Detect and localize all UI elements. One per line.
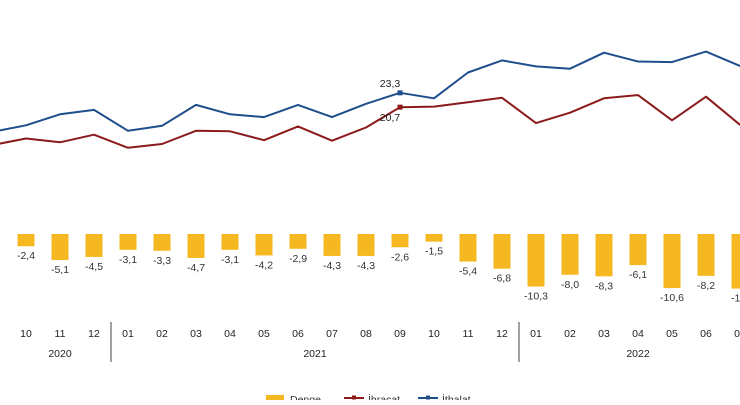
x-tick-label: 09 [394, 328, 406, 340]
x-tick-label: 07 [734, 328, 740, 340]
annotation-marker [398, 105, 403, 110]
annotation-label: 20,7 [380, 112, 401, 124]
legend-marker [426, 396, 430, 400]
x-tick-label: 02 [564, 328, 576, 340]
x-tick-label: 10 [428, 328, 440, 340]
bar-denge [256, 234, 273, 255]
x-tick-label: 07 [326, 328, 338, 340]
bar-value-label: -4,7 [187, 262, 205, 274]
bar-value-label: -10,3 [524, 291, 548, 303]
bar-denge [52, 234, 69, 260]
bar-value-label: -3,3 [153, 255, 171, 267]
bar-value-label: -4,2 [255, 259, 273, 271]
bar-value-label: -8,0 [561, 279, 579, 291]
bar-value-label: -10,6 [660, 292, 684, 304]
bar-value-label: -2,6 [391, 251, 409, 263]
bar-denge [222, 234, 239, 250]
year-label: 2020 [48, 348, 72, 360]
bar-denge [120, 234, 137, 250]
x-tick-label: 08 [360, 328, 372, 340]
bar-value-label: -2,9 [289, 253, 307, 265]
bar-denge [358, 234, 375, 256]
bar-value-label: -4,5 [85, 261, 103, 273]
bar-denge [528, 234, 545, 287]
bar-denge [630, 234, 647, 265]
x-tick-label: 11 [55, 328, 66, 340]
bar-denge [86, 234, 103, 257]
x-tick-label: 04 [224, 328, 236, 340]
annotation-label: 23,3 [380, 78, 401, 90]
bar-value-label: -8,2 [697, 280, 715, 292]
legend-swatch [266, 395, 284, 400]
bar-denge [290, 234, 307, 249]
x-tick-label: 02 [156, 328, 168, 340]
x-tick-label: 06 [700, 328, 712, 340]
x-tick-label: 01 [530, 328, 542, 340]
year-label: 2022 [626, 348, 650, 360]
bar-denge [324, 234, 341, 256]
bar-denge [392, 234, 409, 247]
year-label: 2021 [303, 348, 327, 360]
x-tick-label: 12 [496, 328, 508, 340]
legend-label: İthalat [442, 393, 471, 400]
bar-value-label: -10, [731, 293, 740, 305]
bar-denge [494, 234, 511, 269]
x-tick-label: 05 [666, 328, 678, 340]
x-tick-label: 03 [598, 328, 610, 340]
x-tick-label: 10 [20, 328, 32, 340]
bar-denge [664, 234, 681, 288]
bar-value-label: -2,4 [17, 250, 35, 262]
annotation-marker [398, 90, 403, 95]
bar-denge [188, 234, 205, 258]
x-tick-label: 04 [632, 328, 644, 340]
bar-denge [732, 234, 740, 289]
x-tick-label: 01 [122, 328, 134, 340]
bar-value-label: -6,8 [493, 273, 511, 285]
bar-value-label: -6,1 [629, 269, 647, 281]
bar-value-label: -8,3 [595, 280, 613, 292]
bar-denge [698, 234, 715, 276]
bar-denge [18, 234, 35, 246]
x-tick-label: 06 [292, 328, 304, 340]
x-tick-label: 11 [463, 328, 474, 340]
bar-value-label: -3,1 [221, 254, 239, 266]
x-tick-label: 12 [88, 328, 100, 340]
bar-value-label: -4,3 [323, 260, 341, 272]
bar-denge [154, 234, 171, 251]
bar-value-label: -5,1 [51, 264, 69, 276]
legend-label: İhracat [368, 393, 400, 400]
bar-value-label: -4,3 [357, 260, 375, 272]
bar-value-label: -5,4 [459, 266, 477, 278]
x-tick-label: 05 [258, 328, 270, 340]
bar-value-label: -1,5 [425, 246, 443, 258]
bar-denge [562, 234, 579, 275]
legend-label: Denge [290, 394, 321, 400]
bar-denge [426, 234, 443, 242]
line-ithalat [0, 52, 740, 132]
bar-denge [596, 234, 613, 276]
x-tick-label: 03 [190, 328, 202, 340]
bar-value-label: -3,1 [119, 254, 137, 266]
legend-marker [352, 396, 356, 400]
bar-denge [460, 234, 477, 262]
